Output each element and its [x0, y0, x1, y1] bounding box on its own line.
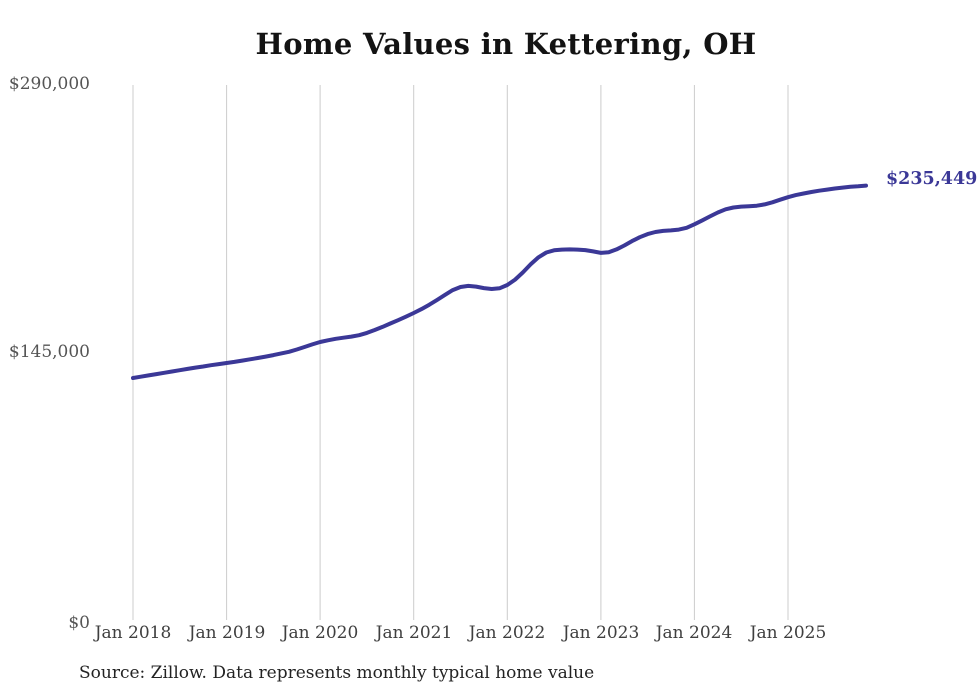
y-axis-tick-145000: $145,000: [8, 342, 90, 362]
y-axis-tick-290000: $290,000: [8, 74, 90, 94]
source-note: Source: Zillow. Data represents monthly …: [79, 663, 595, 683]
x-axis-tick-jan-2022: Jan 2022: [468, 623, 546, 643]
chart-title: Home Values in Kettering, OH: [255, 27, 757, 61]
x-axis-tick-jan-2023: Jan 2023: [562, 623, 640, 643]
y-axis-tick-0: $0: [68, 613, 90, 633]
x-axis-tick-jan-2025: Jan 2025: [749, 623, 827, 643]
x-axis-tick-jan-2021: Jan 2021: [375, 623, 453, 643]
x-axis-tick-jan-2019: Jan 2019: [188, 623, 266, 643]
x-axis-tick-jan-2018: Jan 2018: [94, 623, 172, 643]
line-end-value-label: $235,449: [886, 169, 978, 189]
home-value-line: [131, 183, 868, 380]
x-axis-tick-jan-2020: Jan 2020: [281, 623, 359, 643]
x-axis-tick-jan-2024: Jan 2024: [655, 623, 733, 643]
